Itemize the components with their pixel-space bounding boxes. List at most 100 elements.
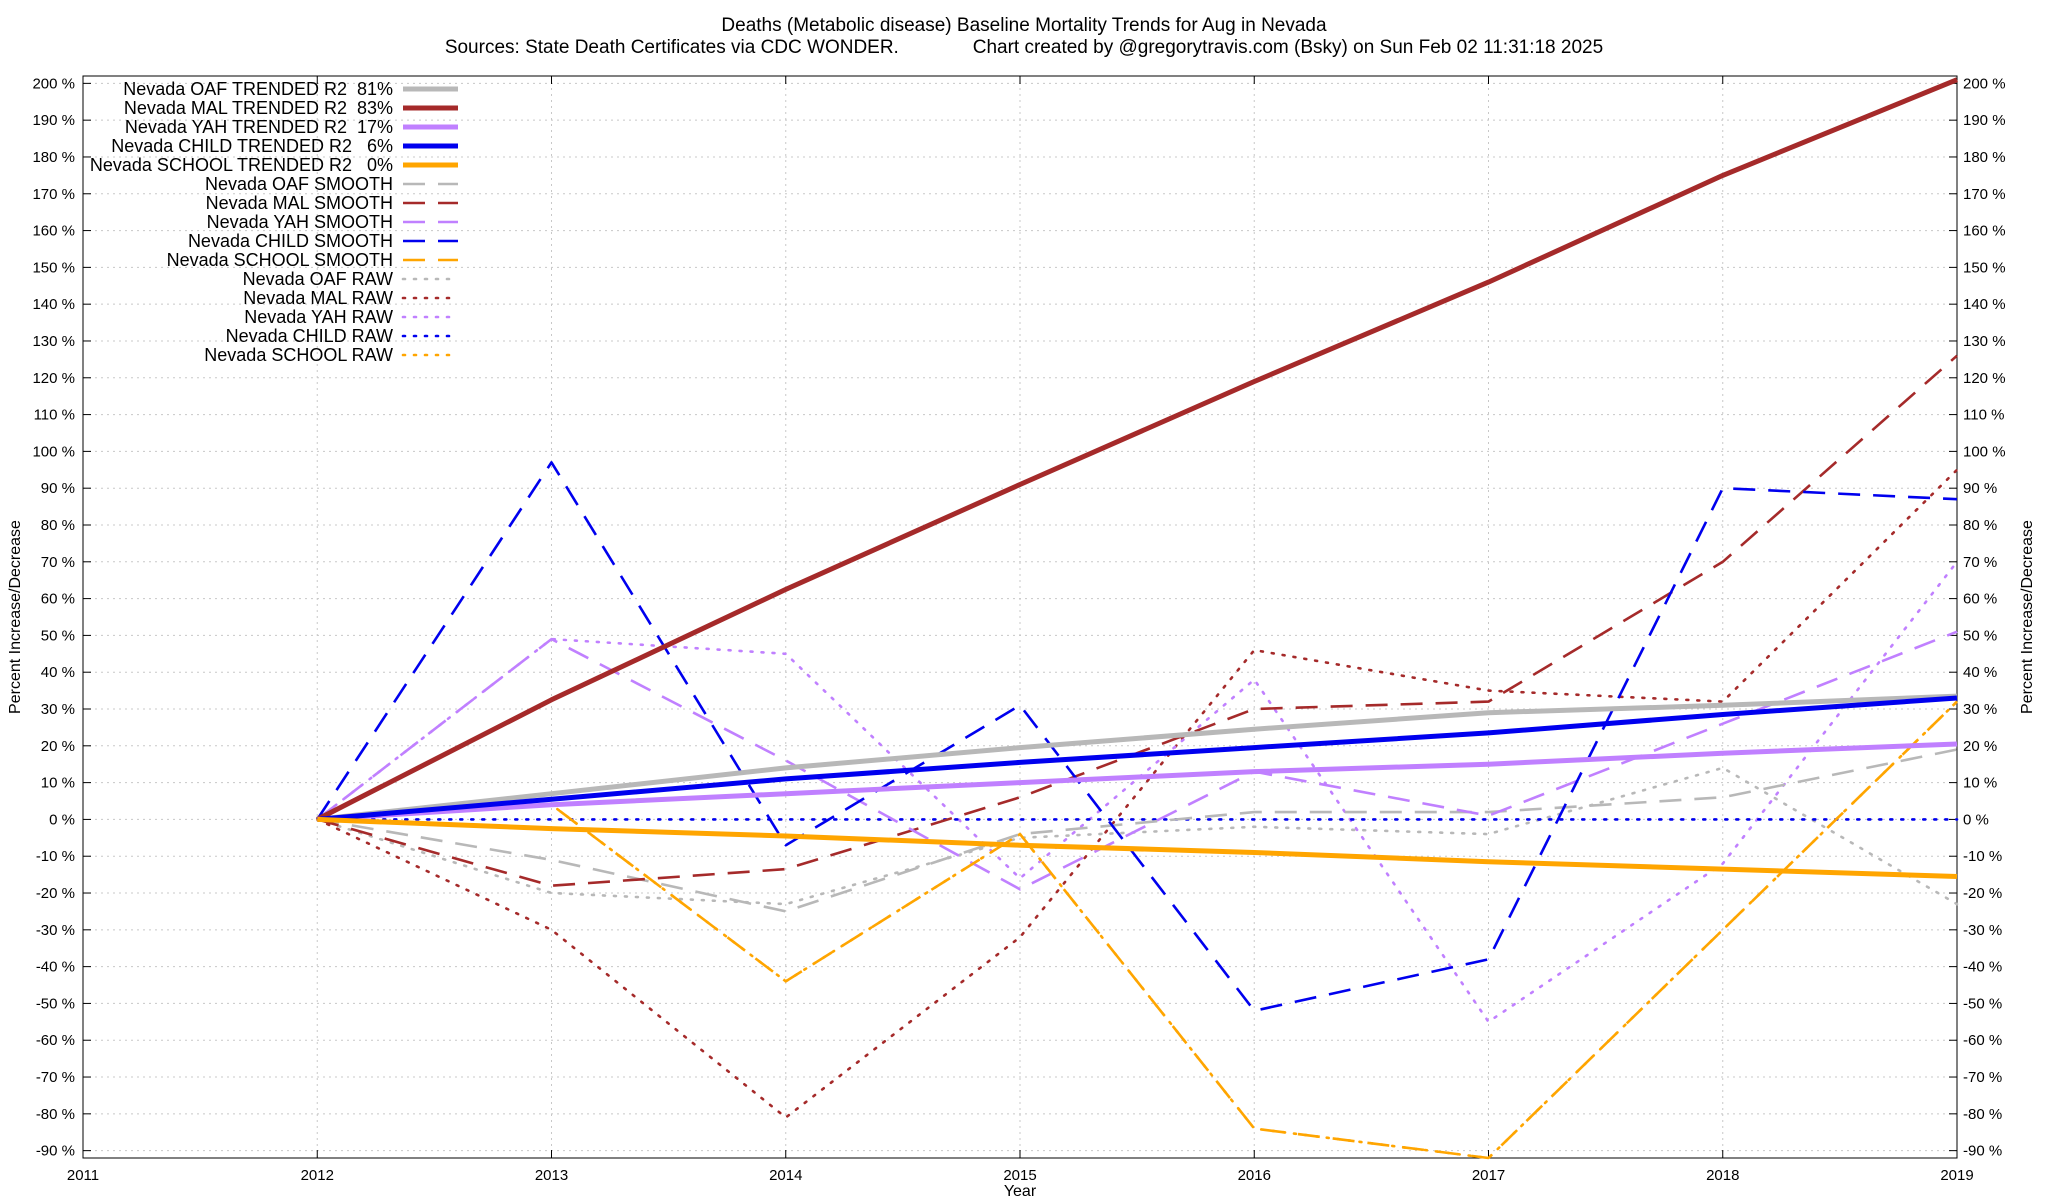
legend-label: Nevada SCHOOL SMOOTH: [167, 250, 393, 270]
legend-label: Nevada OAF RAW: [243, 269, 393, 289]
y2-tick-label: 0 %: [1963, 811, 1989, 828]
y-tick-label: 200 %: [32, 75, 75, 92]
legend: Nevada OAF TRENDED R2 81%Nevada MAL TREN…: [90, 79, 460, 365]
series-line-nevada-oaf-smooth: [317, 748, 1958, 913]
y2-tick-label: -70 %: [1963, 1069, 2002, 1086]
series-line-nevada-child-trended: [317, 695, 1958, 822]
y-tick-label: 20 %: [41, 738, 75, 755]
y-tick-label: 130 %: [32, 333, 75, 350]
y2-tick-label: -10 %: [1963, 848, 2002, 865]
x-tick-label: 2013: [535, 1167, 568, 1184]
y2-tick-label: 90 %: [1963, 480, 1997, 497]
y-tick-label: -50 %: [36, 995, 75, 1012]
y2-tick-label: -60 %: [1963, 1032, 2002, 1049]
y-axis-label: Percent Increase/Decrease: [7, 520, 24, 714]
tick-labels: 2011 2012 2013 2014 2015 2016 2017 2018 2019 -90 …: [32, 75, 2005, 1184]
y2-tick-label: 130 %: [1963, 333, 2006, 350]
y2-tick-label: 30 %: [1963, 701, 1997, 718]
x-tick-label: 2015: [1003, 1167, 1036, 1184]
y2-tick-label: 40 %: [1963, 664, 1997, 681]
y-tick-label: 110 %: [34, 407, 75, 424]
legend-label: Nevada CHILD SMOOTH: [188, 231, 393, 251]
y-tick-label: 120 %: [32, 370, 75, 387]
series-line-nevada-mal-raw: [315, 468, 1959, 1119]
y2-tick-label: 200 %: [1963, 75, 2006, 92]
y2-tick-label: -50 %: [1963, 995, 2002, 1012]
legend-label: Nevada CHILD TRENDED R2 6%: [111, 136, 393, 156]
y2-tick-label: 100 %: [1963, 443, 2006, 460]
y-tick-label: -30 %: [36, 922, 75, 939]
y2-tick-label: 20 %: [1963, 738, 1997, 755]
y-tick-label: -90 %: [36, 1143, 75, 1160]
x-axis-label: Year: [1004, 1183, 1037, 1200]
y-tick-label: 150 %: [32, 259, 75, 276]
y2-tick-label: 170 %: [1963, 186, 2006, 203]
y2-tick-label: -40 %: [1963, 959, 2002, 976]
y-tick-label: 40 %: [41, 664, 75, 681]
y-tick-label: 30 %: [41, 701, 75, 718]
series-line-nevada-school-trended: [317, 816, 1958, 879]
y-tick-label: 100 %: [32, 443, 75, 460]
y-tick-label: -60 %: [36, 1032, 75, 1049]
y2-tick-label: 60 %: [1963, 591, 1997, 608]
y-tick-label: 80 %: [41, 517, 75, 534]
series-line-nevada-mal-trended: [316, 77, 1958, 822]
series-lines: [315, 77, 1959, 1160]
y2-tick-label: -30 %: [1963, 922, 2002, 939]
y-tick-label: 0 %: [49, 811, 75, 828]
y2-tick-label: 160 %: [1963, 223, 2006, 240]
y-tick-label: -70 %: [36, 1069, 75, 1086]
y-tick-label: 50 %: [41, 627, 75, 644]
y-tick-label: 10 %: [41, 775, 75, 792]
y2-tick-label: 140 %: [1963, 296, 2006, 313]
x-tick-label: 2018: [1706, 1167, 1739, 1184]
y-tick-label: 160 %: [32, 223, 75, 240]
x-tick-label: 2011: [67, 1167, 99, 1184]
y2-tick-label: 190 %: [1963, 112, 2006, 129]
legend-label: Nevada MAL RAW: [243, 288, 393, 308]
y2-tick-label: -90 %: [1963, 1143, 2002, 1160]
x-tick-label: 2019: [1940, 1167, 1973, 1184]
y2-tick-label: 180 %: [1963, 149, 2006, 166]
y-tick-label: 190 %: [32, 112, 75, 129]
y2-tick-label: 80 %: [1963, 517, 1997, 534]
series-line-nevada-yah-smooth: [316, 630, 1958, 891]
y-tick-label: 170 %: [32, 186, 75, 203]
legend-label: Nevada YAH RAW: [244, 307, 393, 327]
y-tick-label: -20 %: [36, 885, 75, 902]
legend-label: Nevada MAL SMOOTH: [206, 193, 393, 213]
x-tick-label: 2017: [1472, 1167, 1505, 1184]
x-tick-label: 2014: [769, 1167, 802, 1184]
legend-label: Nevada OAF TRENDED R2 81%: [123, 79, 393, 99]
series-line-nevada-yah-trended: [317, 741, 1958, 822]
legend-label: Nevada SCHOOL TRENDED R2 0%: [90, 155, 393, 175]
y-tick-label: -10 %: [36, 848, 75, 865]
series-line-nevada-child-smooth: [316, 461, 1958, 1013]
y2-tick-label: 110 %: [1963, 407, 2004, 424]
legend-label: Nevada OAF SMOOTH: [205, 174, 393, 194]
y2-axis-label: Percent Increase/Decrease: [2019, 520, 2036, 714]
legend-label: Nevada MAL TRENDED R2 83%: [124, 98, 393, 118]
y-tick-label: 70 %: [41, 554, 75, 571]
y2-tick-label: 150 %: [1963, 259, 2006, 276]
y-tick-label: 60 %: [41, 591, 75, 608]
y-tick-label: -40 %: [36, 959, 75, 976]
y2-tick-label: 70 %: [1963, 554, 1997, 571]
x-tick-label: 2016: [1238, 1167, 1271, 1184]
legend-label: Nevada YAH TRENDED R2 17%: [125, 117, 393, 137]
legend-label: Nevada SCHOOL RAW: [204, 345, 393, 365]
chart-subtitle: Sources: State Death Certificates via CD…: [445, 37, 1603, 58]
x-tick-label: 2012: [301, 1167, 334, 1184]
chart-title: Deaths (Metabolic disease) Baseline Mort…: [721, 15, 1327, 36]
y2-tick-label: 50 %: [1963, 627, 1997, 644]
y-tick-label: 180 %: [32, 149, 75, 166]
y-tick-label: 140 %: [32, 296, 75, 313]
y-tick-label: 90 %: [41, 480, 75, 497]
y2-tick-label: 10 %: [1963, 775, 1997, 792]
y2-tick-label: -20 %: [1963, 885, 2002, 902]
y2-tick-label: -80 %: [1963, 1106, 2002, 1123]
legend-label: Nevada CHILD RAW: [226, 326, 393, 346]
series-line-nevada-school-smooth: [317, 700, 1958, 1160]
